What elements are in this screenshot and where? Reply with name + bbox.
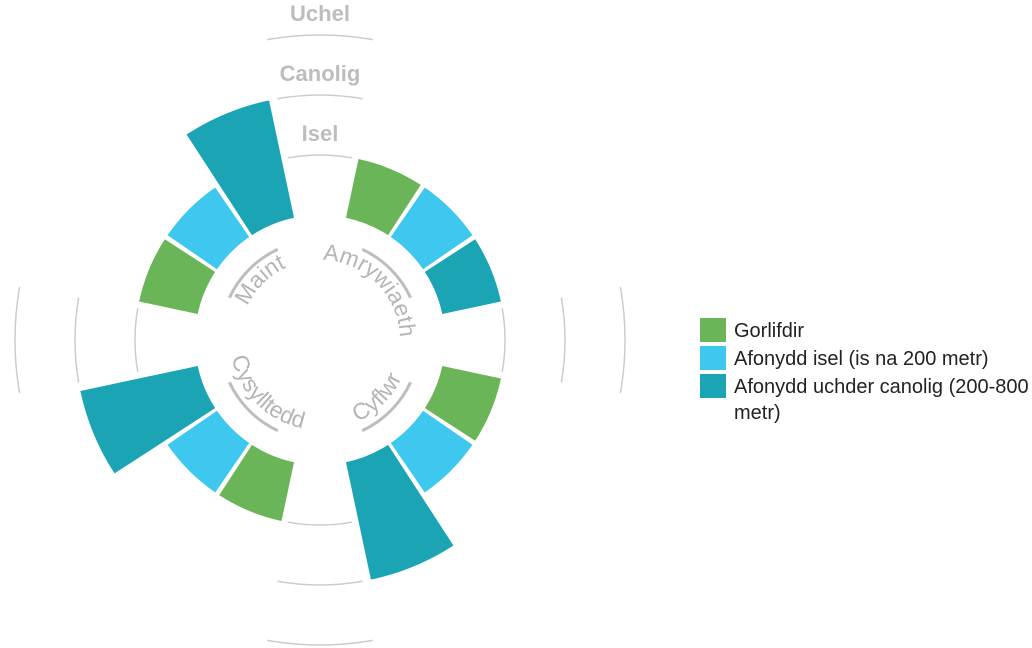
ring-tick bbox=[619, 286, 626, 394]
legend-item: Afonydd uchder canolig (200-800 metr) bbox=[700, 374, 1030, 426]
legend-label: Gorlifdir bbox=[734, 320, 805, 342]
y-tick-label: Uchel bbox=[290, 1, 350, 26]
ring-tick bbox=[134, 307, 139, 373]
ring-tick bbox=[14, 286, 21, 394]
category-label-text: Cyflwr bbox=[347, 368, 406, 427]
category-label: Amrywiaeth bbox=[322, 239, 421, 338]
ring-tick bbox=[501, 307, 506, 373]
legend-item: Afonydd isel (is na 200 metr) bbox=[700, 346, 1030, 372]
bar bbox=[345, 159, 421, 236]
legend-item: Gorlifdir bbox=[700, 318, 1030, 344]
group-arc bbox=[361, 248, 412, 299]
ring-tick bbox=[266, 34, 374, 41]
legend: Gorlifdir Afonydd isel (is na 200 metr) Af… bbox=[700, 318, 1030, 428]
ring-tick bbox=[266, 639, 374, 646]
bar bbox=[390, 187, 473, 270]
bar bbox=[167, 410, 250, 493]
bar bbox=[167, 187, 250, 270]
bar bbox=[139, 239, 216, 315]
ring-tick bbox=[277, 94, 363, 100]
legend-label: Afonydd isel (is na 200 metr) bbox=[734, 348, 989, 370]
bar bbox=[345, 444, 454, 580]
legend-label: Afonydd uchder canolig (200-800 metr) bbox=[734, 376, 1029, 424]
group-arc bbox=[228, 248, 279, 299]
legend-swatch bbox=[700, 346, 726, 370]
legend-swatch bbox=[700, 318, 726, 342]
bar bbox=[80, 365, 216, 474]
group-arc bbox=[361, 381, 412, 432]
bar bbox=[219, 444, 295, 521]
category-label: Maint bbox=[229, 248, 289, 308]
bar bbox=[186, 100, 295, 236]
bar bbox=[424, 365, 501, 441]
y-tick-label: Isel bbox=[302, 121, 339, 146]
category-label-text: Maint bbox=[229, 248, 289, 308]
category-label-text: Cysylltedd bbox=[227, 352, 308, 434]
y-tick-label: Canolig bbox=[280, 61, 361, 86]
bar bbox=[390, 410, 473, 493]
ring-tick bbox=[277, 580, 363, 586]
group-arc bbox=[228, 381, 279, 432]
category-label: Cyflwr bbox=[347, 368, 406, 427]
ring-tick bbox=[74, 297, 80, 383]
chart: Isel Canolig Uchel Maint Amrywiaeth Cyflwr Cys… bbox=[14, 1, 626, 646]
bar bbox=[424, 239, 501, 315]
ring-tick bbox=[287, 154, 353, 159]
legend-swatch bbox=[700, 374, 726, 398]
category-label-text: Amrywiaeth bbox=[322, 239, 421, 338]
ring-tick bbox=[560, 297, 566, 383]
category-label: Cysylltedd bbox=[227, 352, 308, 434]
ring-tick bbox=[287, 521, 353, 526]
